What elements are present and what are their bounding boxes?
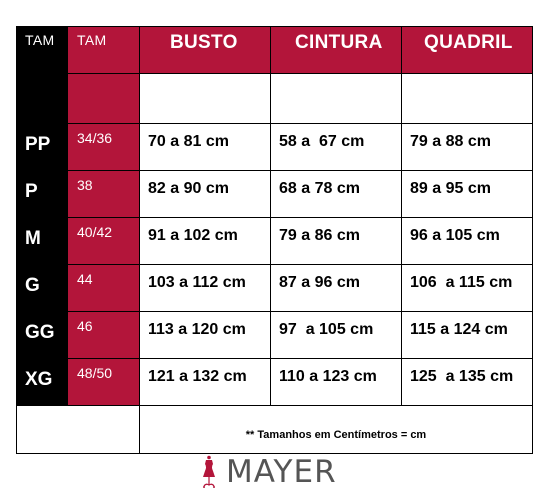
- busto-value: 91 a 102 cm: [139, 217, 271, 265]
- footer-blank-cell: [16, 405, 140, 454]
- size-chart-table: TAM TAM BUSTO CINTURA QUADRIL PP 34/36 7…: [16, 26, 533, 454]
- quadril-value: 125 a 135 cm: [401, 358, 533, 406]
- cintura-value: 97 a 105 cm: [270, 311, 402, 359]
- header-row: TAM TAM BUSTO CINTURA QUADRIL: [16, 26, 533, 74]
- quadril-value: 115 a 124 cm: [401, 311, 533, 359]
- logo-text: MAYER: [226, 454, 337, 490]
- quadril-value: 89 a 95 cm: [401, 170, 533, 218]
- quadril-value: 106 a 115 cm: [401, 264, 533, 312]
- cintura-value: 68 a 78 cm: [270, 170, 402, 218]
- dress-form-icon: [200, 455, 218, 489]
- size-number: 38: [67, 170, 140, 218]
- header-tam: TAM: [16, 26, 68, 74]
- measure-cell-blank: [139, 73, 271, 124]
- quadril-value: 96 a 105 cm: [401, 217, 533, 265]
- table-row: G 44 103 a 112 cm 87 a 96 cm 106 a 115 c…: [16, 264, 533, 312]
- footer-row: ** Tamanhos em Centímetros = cm: [16, 405, 533, 454]
- size-label: M: [16, 217, 68, 265]
- mayer-logo: MAYER: [200, 454, 337, 490]
- cintura-value: 79 a 86 cm: [270, 217, 402, 265]
- size-label: G: [16, 264, 68, 312]
- size-number: 40/42: [67, 217, 140, 265]
- table-row: XG 48/50 121 a 132 cm 110 a 123 cm 125 a…: [16, 358, 533, 406]
- table-row: PP 34/36 70 a 81 cm 58 a 67 cm 79 a 88 c…: [16, 123, 533, 171]
- busto-value: 82 a 90 cm: [139, 170, 271, 218]
- busto-value: 113 a 120 cm: [139, 311, 271, 359]
- busto-value: 70 a 81 cm: [139, 123, 271, 171]
- quadril-value: 79 a 88 cm: [401, 123, 533, 171]
- cintura-value: 110 a 123 cm: [270, 358, 402, 406]
- cintura-value: 87 a 96 cm: [270, 264, 402, 312]
- size-number: 44: [67, 264, 140, 312]
- blank-row: [16, 73, 533, 124]
- table-row: P 38 82 a 90 cm 68 a 78 cm 89 a 95 cm: [16, 170, 533, 218]
- header-cintura: CINTURA: [270, 26, 402, 74]
- header-quadril: QUADRIL: [401, 26, 533, 74]
- size-number: 48/50: [67, 358, 140, 406]
- header-busto: BUSTO: [139, 26, 271, 74]
- size-cell-blank: [16, 73, 68, 124]
- measure-cell-blank: [270, 73, 402, 124]
- table-row: GG 46 113 a 120 cm 97 a 105 cm 115 a 124…: [16, 311, 533, 359]
- cintura-value: 58 a 67 cm: [270, 123, 402, 171]
- busto-value: 103 a 112 cm: [139, 264, 271, 312]
- size-label: PP: [16, 123, 68, 171]
- num-cell-blank: [67, 73, 140, 124]
- units-footnote: ** Tamanhos em Centímetros = cm: [139, 405, 533, 454]
- size-label: XG: [16, 358, 68, 406]
- measure-cell-blank: [401, 73, 533, 124]
- size-label: GG: [16, 311, 68, 359]
- size-label: P: [16, 170, 68, 218]
- header-tam-number: TAM: [67, 26, 140, 74]
- size-number: 46: [67, 311, 140, 359]
- size-number: 34/36: [67, 123, 140, 171]
- table-row: M 40/42 91 a 102 cm 79 a 86 cm 96 a 105 …: [16, 217, 533, 265]
- busto-value: 121 a 132 cm: [139, 358, 271, 406]
